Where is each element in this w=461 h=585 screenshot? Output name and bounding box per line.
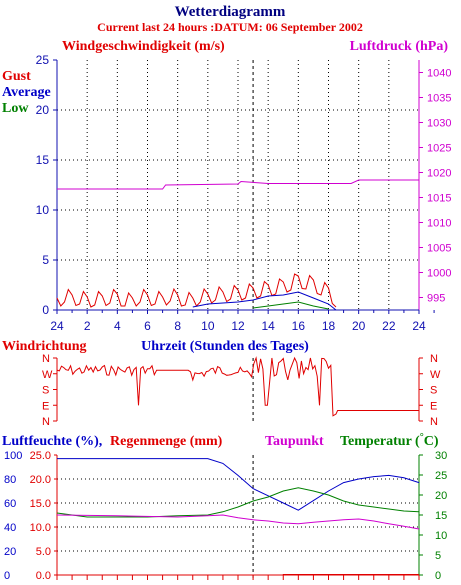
temp-tick: 15 — [435, 510, 447, 522]
x-tick-label: 20 — [352, 319, 366, 333]
humidity-label: Luftfeuchte (%), — [2, 434, 102, 449]
series-average — [192, 291, 337, 311]
rain-tick: 20.0 — [30, 474, 51, 486]
humidity-tick: 40 — [4, 522, 16, 534]
series-regenmenge — [57, 574, 419, 576]
y-right-tick-label: 995 — [427, 293, 445, 305]
dir-tick-right: S — [430, 385, 437, 397]
y-right-tick-label: 1040 — [427, 68, 451, 80]
x-tick-label: 16 — [292, 319, 306, 333]
pressure-axis-label: Luftdruck (hPa) — [350, 39, 449, 54]
x-tick-label: 18 — [322, 319, 336, 333]
hour-axis-label: Uhrzeit (Stunden des Tages) — [141, 339, 309, 354]
wind-direction-label: Windrichtung — [2, 339, 87, 354]
dir-tick-right: W — [430, 369, 441, 381]
chart-subtitle: Current last 24 hours :DATUM: 06 Septemb… — [97, 20, 363, 34]
rain-tick: 15.0 — [30, 498, 51, 510]
temperature-label: Temperatur (°C) — [340, 432, 439, 449]
x-tick-label: 24 — [50, 319, 64, 333]
y-left-tick-label: 10 — [36, 203, 50, 217]
dir-tick-right: N — [430, 416, 438, 428]
dir-tick-left: S — [42, 385, 49, 397]
series-low — [253, 301, 329, 310]
humidity-tick: 0 — [4, 570, 10, 582]
x-tick-label: 24 — [412, 319, 426, 333]
legend-average: Average — [2, 85, 51, 100]
rain-tick: 5.0 — [36, 546, 51, 558]
x-tick-label: 2 — [84, 319, 91, 333]
x-tick-label: 10 — [201, 319, 215, 333]
x-tick-label: 14 — [261, 319, 275, 333]
dir-tick-right: N — [430, 353, 438, 365]
chart-title: Wetterdiagramm — [175, 4, 286, 20]
series-luftfeuchte — [57, 458, 420, 511]
temp-tick: 10 — [435, 530, 447, 542]
y-right-tick-label: 1025 — [427, 143, 451, 155]
y-right-tick-label: 1030 — [427, 118, 451, 130]
rain-tick: 0.0 — [36, 570, 51, 582]
y-right-tick-label: 1010 — [427, 218, 451, 230]
temp-tick: 25 — [435, 470, 447, 482]
temp-tick: 5 — [435, 550, 441, 562]
x-tick-label: 22 — [382, 319, 396, 333]
temp-tick: 0 — [435, 570, 441, 582]
dir-tick-right: E — [430, 400, 437, 412]
y-right-tick-label: 1035 — [427, 93, 451, 105]
humidity-tick: 60 — [4, 498, 16, 510]
legend-gust: Gust — [2, 69, 31, 84]
dir-tick-left: E — [42, 400, 49, 412]
series-windrichtung — [56, 356, 419, 417]
rain-label: Regenmenge (mm) — [110, 434, 223, 449]
series-luftdruck — [57, 172, 420, 190]
wind-speed-axis-label: Windgeschwindigkeit (m/s) — [62, 39, 225, 54]
series-taupunkt — [56, 514, 420, 530]
y-left-tick-label: 25 — [36, 53, 50, 67]
rain-tick: 10.0 — [30, 522, 51, 534]
y-right-tick-label: 1000 — [427, 268, 451, 280]
y-left-tick-label: 20 — [36, 103, 50, 117]
y-left-tick-label: 5 — [42, 253, 49, 267]
dir-tick-left: W — [42, 369, 53, 381]
humidity-tick: 100 — [4, 450, 22, 462]
x-tick-label: 6 — [144, 319, 151, 333]
temp-tick: 30 — [435, 450, 447, 462]
dewpoint-label: Taupunkt — [265, 434, 324, 449]
legend-low: Low — [2, 101, 29, 116]
x-tick-label: 12 — [231, 319, 245, 333]
x-tick-label: 4 — [114, 319, 121, 333]
temp-tick: 20 — [435, 490, 447, 502]
humidity-tick: 20 — [4, 546, 16, 558]
x-tick-label: 8 — [174, 319, 181, 333]
dir-tick-left: N — [42, 353, 50, 365]
y-right-tick-label: 1005 — [427, 243, 451, 255]
humidity-tick: 80 — [4, 474, 16, 486]
rain-tick: 25.0 — [30, 450, 51, 462]
y-right-tick-label: 1020 — [427, 168, 451, 180]
series-temperatur — [56, 487, 420, 518]
y-left-tick-label: 0 — [42, 303, 49, 317]
dir-tick-left: N — [42, 416, 50, 428]
y-right-tick-label: 1015 — [427, 193, 451, 205]
y-left-tick-label: 15 — [36, 153, 50, 167]
